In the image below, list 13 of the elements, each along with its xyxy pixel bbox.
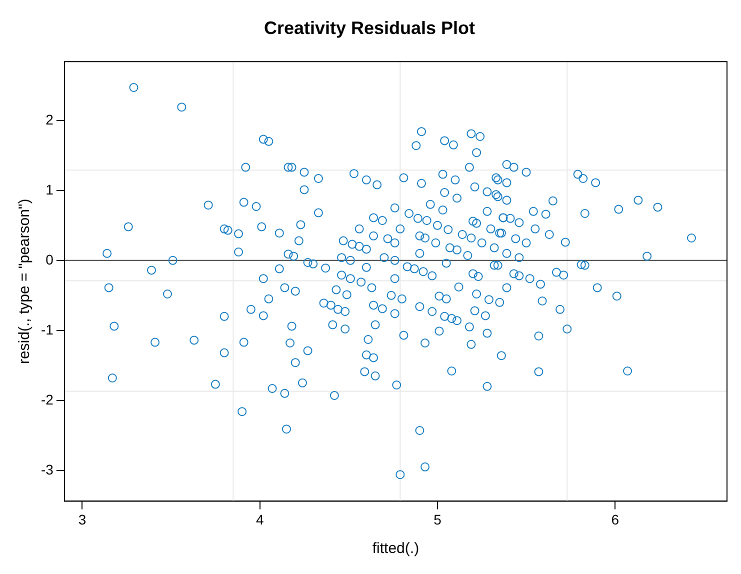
x-tick-label: 5 <box>434 511 442 528</box>
y-tick-label: 0 <box>46 251 54 268</box>
x-tick-label: 4 <box>256 511 264 528</box>
x-tick-label: 3 <box>78 511 86 528</box>
y-tick-label: 1 <box>46 181 54 198</box>
y-tick-label: -1 <box>40 321 54 338</box>
y-tick-label: -3 <box>40 461 54 478</box>
x-tick-label: 6 <box>611 511 620 528</box>
y-tick-label: -2 <box>40 391 54 408</box>
y-tick-label: 2 <box>46 111 54 128</box>
x-axis-title: fitted(.) <box>372 540 420 558</box>
chart-title: Creativity Residuals Plot <box>264 18 476 38</box>
y-axis-title: resid(., type = "pearson") <box>16 198 34 364</box>
